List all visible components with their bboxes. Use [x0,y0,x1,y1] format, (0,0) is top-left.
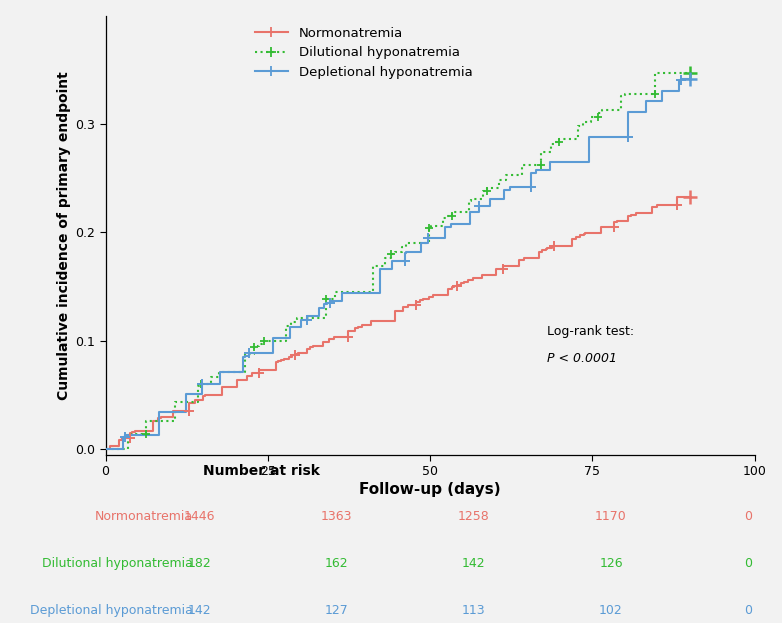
Text: 126: 126 [599,558,622,571]
Text: 1258: 1258 [458,510,490,523]
Text: P < 0.0001: P < 0.0001 [547,352,617,364]
Text: Log-rank test:: Log-rank test: [547,325,634,338]
X-axis label: Follow-up (days): Follow-up (days) [359,482,501,497]
Text: 142: 142 [462,558,486,571]
Text: 1170: 1170 [595,510,627,523]
Y-axis label: Cumulative incidence of primary endpoint: Cumulative incidence of primary endpoint [57,71,71,399]
Text: 102: 102 [599,604,623,617]
Text: 1446: 1446 [184,510,215,523]
Text: 142: 142 [188,604,211,617]
Legend: Normonatremia, Dilutional hyponatremia, Depletional hyponatremia: Normonatremia, Dilutional hyponatremia, … [255,27,472,78]
Text: 0: 0 [744,604,752,617]
Text: Normonatremia: Normonatremia [95,510,193,523]
Text: 0: 0 [744,558,752,571]
Text: 127: 127 [325,604,349,617]
Text: 1363: 1363 [321,510,353,523]
Text: 182: 182 [188,558,212,571]
Text: Number at risk: Number at risk [203,464,320,477]
Text: 162: 162 [325,558,349,571]
Text: 0: 0 [744,510,752,523]
Text: Dilutional hyponatremia: Dilutional hyponatremia [42,558,193,571]
Text: Depletional hyponatremia: Depletional hyponatremia [30,604,193,617]
Text: 113: 113 [462,604,486,617]
